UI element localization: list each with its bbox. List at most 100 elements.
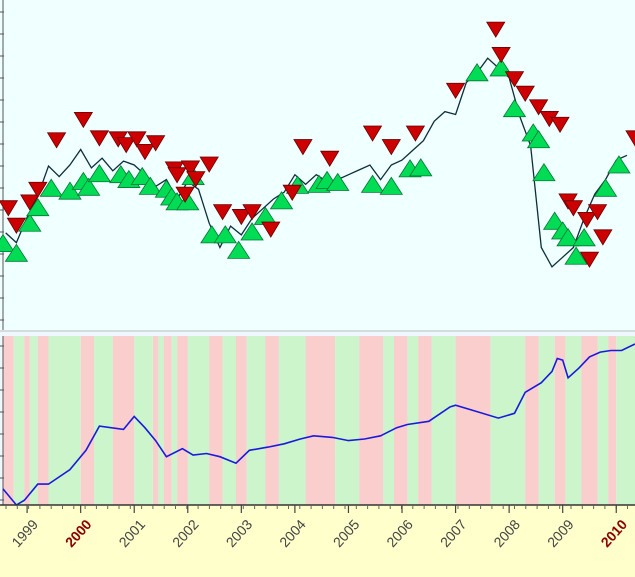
long-region (222, 336, 236, 505)
buy-signal-marker (360, 174, 385, 193)
sell-signal-marker (320, 150, 340, 167)
sell-signal-marker (579, 251, 600, 268)
long-region (171, 336, 178, 505)
sell-signal-marker (167, 167, 187, 184)
long-region (565, 336, 582, 505)
long-region (13, 336, 25, 505)
buy-signal-marker (58, 181, 82, 200)
long-region (538, 336, 555, 505)
long-region (246, 336, 266, 505)
sell-signal-marker (20, 194, 40, 211)
sell-signal-marker (46, 132, 67, 149)
long-region (335, 336, 360, 505)
buy-signal-marker (326, 172, 350, 191)
buy-signal-marker (87, 163, 112, 183)
sell-signal-marker (0, 200, 19, 217)
buy-signal-marker (607, 155, 631, 174)
buy-signal-marker (18, 213, 42, 232)
buy-signal-marker (532, 163, 556, 182)
short-region (112, 336, 135, 505)
short-region (163, 336, 172, 505)
short-region (80, 336, 95, 505)
equity-line (2, 343, 635, 507)
long-region (158, 336, 164, 505)
buy-signal-marker (213, 225, 238, 244)
sell-signal-marker (180, 160, 201, 177)
buy-signal-marker (465, 63, 489, 82)
sell-signal-marker (145, 135, 166, 152)
short-region (305, 336, 336, 505)
buy-signal-marker (26, 197, 50, 217)
sell-signal-marker (116, 137, 136, 154)
short-region (359, 336, 384, 505)
buy-signal-marker (76, 177, 101, 196)
sell-signal-marker (186, 171, 206, 188)
long-region (134, 336, 153, 505)
long-region (48, 336, 81, 505)
buy-signal-marker (526, 130, 551, 149)
sell-signal-marker (73, 111, 94, 129)
sell-signal-marker (261, 221, 281, 238)
short-region (554, 336, 566, 505)
sell-signal-marker (175, 186, 195, 203)
sell-signal-marker (282, 184, 302, 201)
long-region (29, 336, 38, 505)
sell-signal-marker (563, 200, 584, 217)
long-region (187, 336, 210, 505)
sell-signal-marker (405, 125, 426, 142)
equity-panel (0, 336, 635, 507)
buy-signal-marker (409, 158, 433, 177)
buy-signal-marker (593, 178, 618, 197)
short-region (455, 336, 491, 505)
short-region (153, 336, 159, 505)
buy-signal-marker (176, 192, 200, 211)
buy-signal-marker (39, 178, 63, 197)
buy-signal-marker (138, 176, 163, 195)
sell-signal-marker (381, 139, 402, 156)
sell-signal-marker (293, 139, 313, 156)
long-region (407, 336, 419, 505)
sell-signal-marker (199, 156, 219, 173)
short-region (525, 336, 539, 505)
sell-signal-marker (587, 204, 608, 221)
sell-signal-marker (550, 116, 570, 134)
sell-signal-marker (28, 181, 48, 199)
short-region (394, 336, 408, 505)
sell-signal-marker (231, 209, 252, 226)
sell-signal-marker (504, 71, 525, 88)
sell-signal-marker (593, 229, 613, 246)
sell-signal-marker (89, 130, 110, 147)
sell-signal-marker (486, 21, 506, 38)
sell-signal-marker (528, 99, 549, 116)
long-region (383, 336, 394, 505)
buy-signal-marker (379, 176, 404, 195)
short-region (209, 336, 223, 505)
buy-signal-marker (556, 228, 580, 247)
short-region (236, 336, 247, 505)
sell-signal-marker (362, 125, 383, 142)
sell-signal-marker (127, 131, 147, 148)
short-region (177, 336, 188, 505)
long-region (490, 336, 526, 505)
buy-signal-marker (240, 222, 264, 241)
short-region (608, 336, 617, 505)
long-region (94, 336, 113, 505)
buy-signal-marker (572, 228, 596, 247)
short-region (3, 336, 14, 505)
short-region (24, 336, 30, 505)
short-region (265, 336, 279, 505)
long-region (616, 336, 635, 505)
buy-signal-marker (269, 191, 294, 210)
sell-signal-marker (625, 130, 635, 147)
buy-signal-marker (226, 240, 251, 259)
sell-signal-marker (242, 204, 262, 221)
price-panel (0, 0, 635, 332)
buy-signal-marker (0, 233, 15, 253)
sell-signal-marker (577, 211, 597, 229)
buy-signal-marker (130, 166, 154, 186)
axis-strip (0, 505, 635, 577)
long-region (597, 336, 609, 505)
sell-signal-marker (6, 217, 27, 234)
short-region (37, 336, 49, 505)
